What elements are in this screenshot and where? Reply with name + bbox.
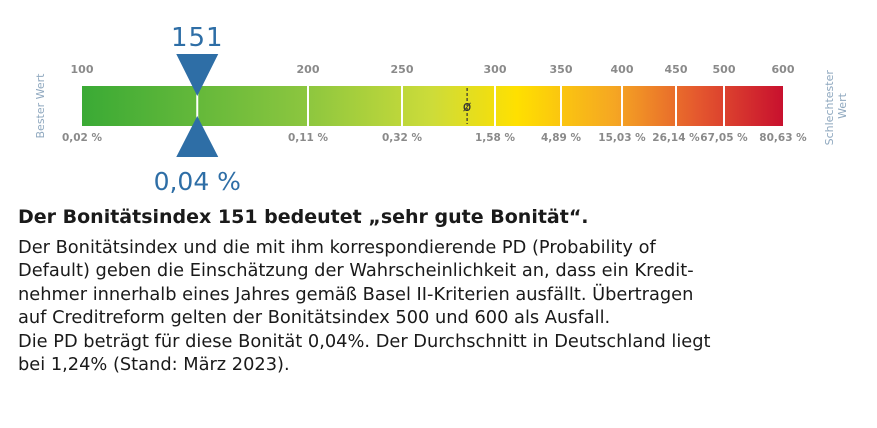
average-symbol: ø (463, 99, 472, 115)
tick-label-index: 350 (550, 63, 573, 76)
tick-label-index: 300 (484, 63, 507, 76)
tick-label-index: 450 (665, 63, 688, 76)
worst-label-line-1: Schlechtester (823, 70, 836, 146)
body-line: nehmer innerhalb eines Jahres gemäß Base… (18, 283, 694, 305)
marker-triangle-bottom (176, 116, 219, 157)
tick-label-index: 500 (713, 63, 736, 76)
body-line: Der Bonitätsindex und die mit ihm korres… (18, 237, 656, 258)
tick-label-pd: 26,14 % (652, 132, 700, 144)
tick-label-pd: 1,58 % (475, 132, 516, 144)
tick-label-pd: 0,02 % (62, 132, 103, 144)
tick-label-pd: 67,05 % (700, 132, 748, 144)
tick-label-pd: 0,11 % (288, 132, 329, 144)
body-line: Die PD beträgt für diese Bonität 0,04%. … (18, 330, 711, 352)
gauge-bar (82, 86, 783, 126)
headline: Der Bonitätsindex 151 bedeutet „sehr gut… (18, 206, 589, 228)
tick-label-index: 400 (611, 63, 634, 76)
tick-layer: 100 0,02 % 200 0,11 % 250 0,32 % 300 1,58 % 350 4… (62, 63, 807, 144)
tick-label-pd: 80,63 % (759, 132, 807, 144)
tick-label-index: 200 (297, 63, 320, 76)
tick-label-index: 100 (71, 63, 94, 76)
best-value-label: Bester Wert (34, 73, 47, 139)
worst-value-label: Schlechtester Wert (823, 67, 849, 146)
marker-pd-value: 0,04 % (154, 167, 241, 196)
body-text: Der Bonitätsindex und die mit ihm korres… (18, 236, 863, 376)
tick-label-index: 600 (772, 63, 795, 76)
body-line: auf Creditreform gelten der Bonitätsinde… (18, 307, 611, 329)
marker-triangle-top (176, 54, 219, 96)
marker-index-value: 151 (171, 23, 224, 53)
bonitaet-gauge: 100 0,02 % 200 0,11 % 250 0,32 % 300 1,58 % 350 4… (34, 23, 849, 196)
tick-label-index: 250 (391, 63, 414, 76)
tick-label-pd: 0,32 % (382, 132, 423, 144)
tick-label-pd: 4,89 % (541, 132, 582, 144)
worst-label-line-2: Wert (836, 92, 849, 119)
body-line: Default) geben die Einschätzung der Wahr… (18, 260, 694, 282)
tick-label-pd: 15,03 % (598, 132, 646, 144)
body-line: bei 1,24% (Stand: März 2023). (18, 354, 290, 376)
